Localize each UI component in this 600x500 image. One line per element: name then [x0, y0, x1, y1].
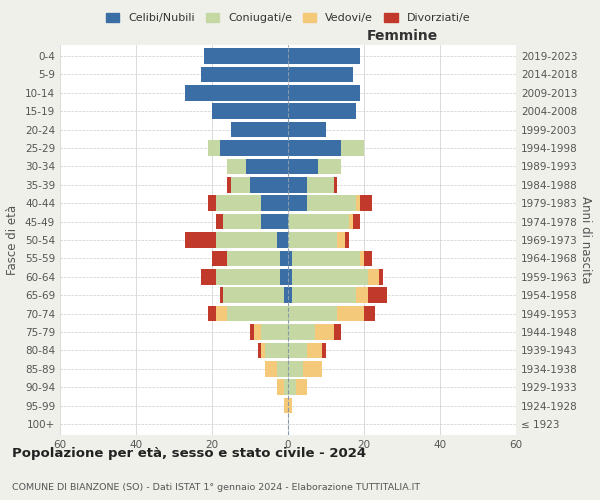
Bar — [200, 66, 288, 82]
Bar — [334, 177, 337, 192]
Bar — [368, 269, 379, 284]
Bar — [307, 342, 322, 358]
Bar — [246, 158, 288, 174]
Bar — [288, 250, 292, 266]
Bar — [205, 48, 288, 64]
Bar — [220, 288, 223, 303]
Bar — [288, 324, 314, 340]
Bar — [360, 250, 364, 266]
Bar — [185, 85, 288, 100]
Bar — [288, 288, 292, 303]
Bar — [288, 85, 360, 100]
Bar — [284, 380, 288, 395]
Text: Femmine: Femmine — [367, 29, 437, 43]
Bar — [360, 196, 371, 211]
Bar — [292, 288, 356, 303]
Legend: Celibi/Nubili, Coniugati/e, Vedovi/e, Divorziati/e: Celibi/Nubili, Coniugati/e, Vedovi/e, Di… — [101, 8, 475, 28]
Bar — [223, 214, 262, 230]
Bar — [288, 398, 292, 413]
Bar — [216, 214, 223, 230]
Bar — [288, 177, 307, 192]
Bar — [322, 342, 326, 358]
Bar — [208, 196, 216, 211]
Bar — [227, 177, 231, 192]
Bar — [200, 269, 216, 284]
Bar — [277, 380, 284, 395]
Y-axis label: Fasce di età: Fasce di età — [7, 205, 19, 275]
Bar — [288, 48, 360, 64]
Bar — [288, 269, 292, 284]
Bar — [288, 342, 307, 358]
Bar — [379, 269, 383, 284]
Bar — [292, 250, 360, 266]
Bar — [216, 232, 277, 248]
Bar — [262, 342, 265, 358]
Bar — [284, 288, 288, 303]
Bar — [288, 158, 319, 174]
Bar — [231, 177, 250, 192]
Bar — [280, 269, 288, 284]
Bar — [262, 214, 288, 230]
Y-axis label: Anni di nascita: Anni di nascita — [578, 196, 592, 284]
Bar — [288, 140, 341, 156]
Bar — [353, 214, 360, 230]
Bar — [223, 288, 284, 303]
Bar — [345, 232, 349, 248]
Bar — [337, 232, 345, 248]
Bar — [364, 306, 376, 322]
Bar — [265, 361, 277, 376]
Bar — [284, 398, 288, 413]
Bar — [356, 288, 368, 303]
Bar — [212, 104, 288, 119]
Bar — [296, 380, 307, 395]
Bar — [212, 250, 227, 266]
Bar — [216, 196, 262, 211]
Bar — [368, 288, 387, 303]
Bar — [356, 196, 360, 211]
Bar — [288, 361, 303, 376]
Bar — [303, 361, 322, 376]
Bar — [257, 342, 262, 358]
Bar — [349, 214, 353, 230]
Bar — [288, 380, 296, 395]
Bar — [216, 269, 280, 284]
Bar — [337, 306, 364, 322]
Bar — [254, 324, 262, 340]
Bar — [288, 196, 307, 211]
Bar — [227, 306, 288, 322]
Bar — [227, 250, 280, 266]
Bar — [334, 324, 341, 340]
Bar — [185, 232, 216, 248]
Bar — [280, 250, 288, 266]
Bar — [231, 122, 288, 138]
Bar — [262, 196, 288, 211]
Bar — [216, 306, 227, 322]
Bar — [208, 140, 220, 156]
Bar — [288, 232, 337, 248]
Bar — [288, 66, 353, 82]
Bar — [341, 140, 364, 156]
Bar — [265, 342, 288, 358]
Text: COMUNE DI BIANZONE (SO) - Dati ISTAT 1° gennaio 2024 - Elaborazione TUTTITALIA.I: COMUNE DI BIANZONE (SO) - Dati ISTAT 1° … — [12, 483, 420, 492]
Bar — [250, 177, 288, 192]
Bar — [277, 232, 288, 248]
Bar — [314, 324, 334, 340]
Bar — [277, 361, 288, 376]
Bar — [262, 324, 288, 340]
Bar — [250, 324, 254, 340]
Bar — [220, 140, 288, 156]
Bar — [288, 104, 356, 119]
Bar — [307, 177, 334, 192]
Bar — [319, 158, 341, 174]
Bar — [364, 250, 371, 266]
Bar — [208, 306, 216, 322]
Bar — [288, 306, 337, 322]
Bar — [307, 196, 356, 211]
Bar — [292, 269, 368, 284]
Text: Popolazione per età, sesso e stato civile - 2024: Popolazione per età, sesso e stato civil… — [12, 448, 366, 460]
Bar — [227, 158, 246, 174]
Bar — [288, 214, 349, 230]
Bar — [288, 122, 326, 138]
